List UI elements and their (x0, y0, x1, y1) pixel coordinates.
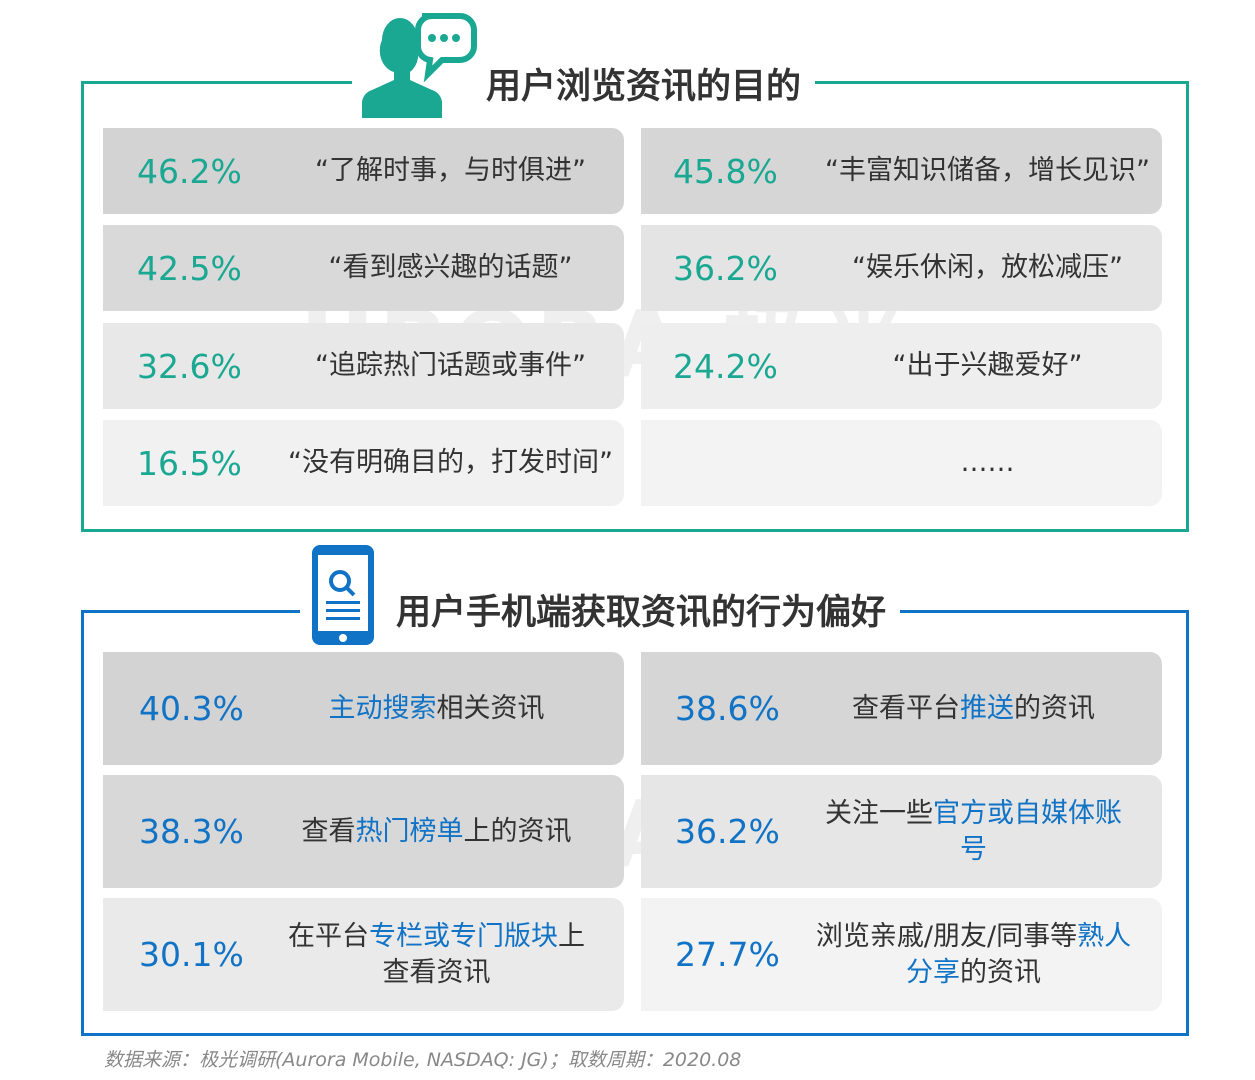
purpose-card: 24.2% “出于兴趣爱好” (641, 323, 1162, 409)
section-purpose-title: 用户浏览资讯的目的 (472, 58, 816, 109)
label-text: 浏览亲戚/朋友/同事等 (815, 920, 1078, 952)
behavior-card: 38.3% 查看热门榜单上的资讯 (103, 775, 624, 888)
label-text: 上的资讯 (463, 815, 572, 847)
label-text: 相关资讯 (436, 692, 545, 724)
behavior-label: 主动搜索相关资讯 (279, 691, 594, 727)
behavior-label: 浏览亲戚/朋友/同事等熟人分享的资讯 (815, 919, 1132, 991)
percentage: 45.8% (673, 151, 778, 191)
label-text: 在平台 (288, 920, 369, 952)
percentage: 36.2% (675, 812, 780, 851)
percentage: 38.3% (139, 812, 244, 851)
label-text: 查看 (301, 815, 356, 847)
purpose-label: “出于兴趣爱好” (892, 350, 1083, 381)
source-footnote: 数据来源：极光调研(Aurora Mobile, NASDAQ: JG)；取数周… (104, 1049, 742, 1071)
label-text: 的资讯 (960, 956, 1041, 988)
behavior-card: 36.2% 关注一些官方或自媒体账号 (641, 775, 1162, 888)
percentage: 42.5% (137, 248, 242, 288)
highlight-text: 推送 (960, 692, 1014, 724)
label-text: 的资讯 (1014, 692, 1095, 724)
label-text: 关注一些 (825, 797, 933, 829)
label-text: 上查看资讯 (382, 920, 586, 988)
person-speech-bubble-icon (352, 10, 482, 118)
highlight-text: 主动搜索 (328, 692, 437, 724)
purpose-card: 42.5% “看到感兴趣的话题” (103, 225, 624, 311)
purpose-label: “追踪热门话题或事件” (315, 350, 586, 381)
behavior-label: 关注一些官方或自媒体账号 (815, 796, 1132, 868)
purpose-card: 36.2% “娱乐休闲，放松减压” (641, 225, 1162, 311)
percentage: 30.1% (139, 935, 244, 974)
section-behavior-title: 用户手机端获取资讯的行为偏好 (382, 584, 901, 635)
purpose-card: …… (641, 420, 1162, 506)
percentage: 38.6% (675, 689, 780, 728)
percentage: 40.3% (139, 689, 244, 728)
purpose-label: “娱乐休闲，放松减压” (852, 252, 1123, 283)
purpose-card: 46.2% “了解时事，与时俱进” (103, 128, 624, 214)
purpose-label: “没有明确目的，打发时间” (288, 447, 613, 478)
behavior-card: 38.6% 查看平台推送的资讯 (641, 652, 1162, 765)
highlight-text: 专栏或专门版块 (369, 920, 558, 952)
percentage: 46.2% (137, 151, 242, 191)
purpose-card: 32.6% “追踪热门话题或事件” (103, 323, 624, 409)
purpose-card: 16.5% “没有明确目的，打发时间” (103, 420, 624, 506)
percentage: 16.5% (137, 443, 242, 483)
purpose-label: “了解时事，与时俱进” (315, 155, 586, 186)
highlight-text: 官方或自媒体账号 (933, 797, 1122, 865)
percentage: 32.6% (137, 346, 242, 386)
percentage: 27.7% (675, 935, 780, 974)
behavior-label: 在平台专栏或专门版块上查看资讯 (279, 919, 594, 991)
purpose-label: “看到感兴趣的话题” (328, 252, 573, 283)
percentage: 24.2% (673, 346, 778, 386)
behavior-card: 40.3% 主动搜索相关资讯 (103, 652, 624, 765)
behavior-card: 30.1% 在平台专栏或专门版块上查看资讯 (103, 898, 624, 1011)
highlight-text: 热门榜单 (355, 815, 464, 847)
purpose-label: …… (960, 447, 1015, 478)
phone-search-icon (300, 543, 386, 647)
behavior-label: 查看平台推送的资讯 (815, 691, 1132, 727)
label-text: 查看平台 (852, 692, 960, 724)
behavior-card: 27.7% 浏览亲戚/朋友/同事等熟人分享的资讯 (641, 898, 1162, 1011)
purpose-label: “丰富知识储备，增长见识” (825, 155, 1150, 186)
percentage: 36.2% (673, 248, 778, 288)
behavior-label: 查看热门榜单上的资讯 (279, 814, 594, 850)
highlight-text: 熟人分享 (906, 920, 1132, 988)
purpose-card: 45.8% “丰富知识储备，增长见识” (641, 128, 1162, 214)
